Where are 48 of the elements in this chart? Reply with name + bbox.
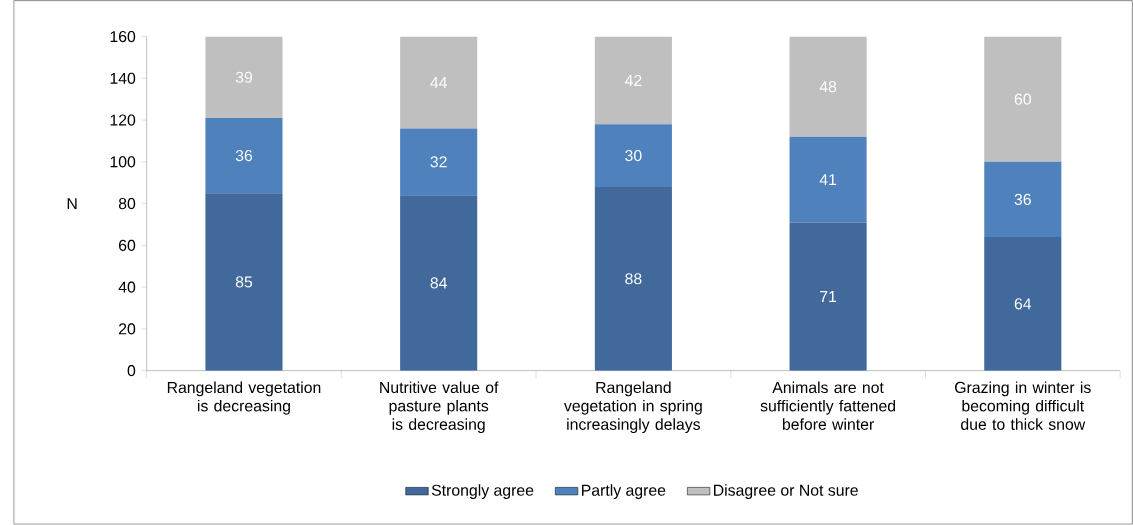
data-label: 88 [625, 273, 642, 285]
x-tick-label: Animals are not sufficiently fattened before winter [760, 381, 896, 431]
y-tick-label: 20 [119, 323, 136, 335]
data-label: 36 [1014, 193, 1031, 206]
bar [594, 186, 672, 371]
bar [205, 118, 283, 194]
bar [205, 36, 283, 119]
bar [984, 36, 1062, 162]
y-tick-label: 40 [118, 281, 136, 293]
data-label: 30 [625, 150, 642, 162]
bar [789, 222, 867, 371]
x-tick-label: Rangeland vegetation in spring increasingly delays [564, 381, 702, 434]
y-axis-title: N [67, 198, 77, 210]
legend-label: Disagree or Not sure [714, 484, 858, 500]
data-label: 32 [430, 156, 447, 168]
data-label: 85 [235, 276, 253, 288]
y-tick-label: 80 [118, 198, 136, 210]
y-tick-label: 120 [110, 114, 136, 126]
bar [400, 195, 478, 371]
bar [789, 136, 867, 223]
bar [205, 193, 283, 371]
data-label: 84 [430, 277, 448, 289]
data-label: 71 [820, 291, 837, 303]
data-label: 36 [235, 150, 253, 162]
x-tick-label: Rangeland vegetation is decreasing [167, 381, 321, 415]
bar [789, 36, 867, 137]
x-tick-label: Grazing in winter is becoming difficult due to thick snow [955, 381, 1091, 431]
y-tick-label: 0 [127, 365, 136, 377]
bar [400, 128, 478, 196]
y-tick-label: 100 [110, 156, 136, 168]
data-label: 60 [1014, 93, 1031, 105]
data-label: 42 [624, 74, 642, 87]
bar [984, 161, 1062, 238]
data-label: 44 [430, 77, 448, 89]
data-label: 64 [1014, 298, 1032, 310]
y-tick-label: 60 [119, 239, 136, 252]
data-label: 48 [819, 81, 837, 93]
data-label: 41 [819, 174, 837, 186]
bar [594, 124, 672, 187]
y-tick-label: 140 [110, 72, 136, 84]
y-tick-label: 160 [110, 31, 136, 43]
data-label: 39 [235, 71, 253, 83]
bar [400, 36, 478, 129]
bar [984, 237, 1062, 371]
legend-label: Partly agree [582, 484, 666, 500]
x-tick-label: Nutritive value of pasture plants is decreasing [380, 381, 499, 434]
legend-label: Strongly agree [431, 484, 534, 500]
bar [594, 36, 672, 125]
